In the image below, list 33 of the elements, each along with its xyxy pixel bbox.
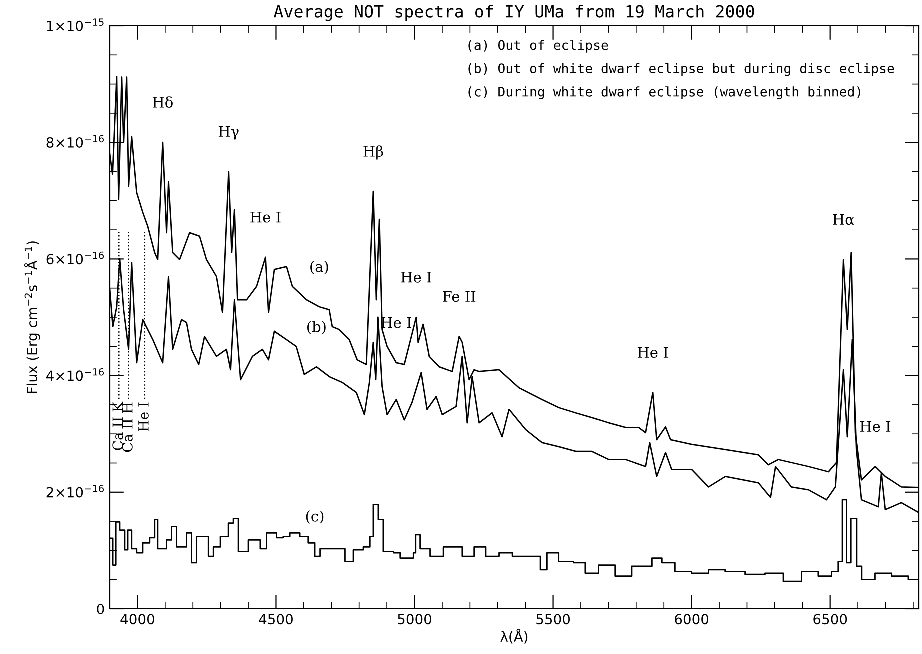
- annotation: Hβ: [364, 146, 384, 160]
- chart-title: Average NOT spectra of IY UMa from 19 March 2000: [274, 5, 754, 22]
- y-tick-label: 6×10$^{−16}$: [46, 252, 104, 265]
- annotation: Hγ: [218, 126, 239, 140]
- x-tick-label: 4500: [259, 614, 293, 625]
- annotation: Hα: [833, 214, 855, 226]
- annotation: (a): [310, 261, 328, 274]
- x-tick-label: 6000: [675, 614, 709, 625]
- annotation: Fe II: [443, 291, 476, 302]
- annotation: (a) Out of eclipse: [468, 40, 608, 53]
- x-tick-label: 4000: [120, 614, 154, 625]
- annotation: (b): [307, 321, 326, 334]
- annotation: (c): [306, 510, 324, 524]
- y-tick-label: 8×10$^{−16}$: [46, 135, 104, 148]
- x-tick-label: 5500: [536, 614, 570, 625]
- x-tick-label: 5000: [398, 614, 432, 625]
- annotation: Hδ: [152, 96, 173, 108]
- y-tick-label: 2×10$^{−16}$: [46, 485, 104, 498]
- annotation: He I: [638, 347, 668, 358]
- y-tick-label: 0: [97, 604, 104, 614]
- annotation: He I: [860, 421, 891, 432]
- ref-line-label: Ca II K: [112, 402, 124, 450]
- annotation: He I: [250, 212, 281, 223]
- x-tick-label: 6500: [814, 614, 848, 625]
- ref-line-label: He I: [138, 402, 149, 432]
- y-axis-title: Flux (Erg cm$^{−2}$s$^{−1}$Å$^{−1}$): [24, 242, 40, 394]
- x-axis-title: λ(Å): [500, 629, 528, 644]
- y-tick-label: 4×10$^{−16}$: [46, 368, 104, 382]
- ref-line-label: Ca II H: [122, 402, 133, 452]
- annotation: He I: [401, 272, 432, 283]
- annotation: (c) During white dwarf eclipse (wavelength binned): [468, 86, 860, 100]
- annotation: (b) Out of white dwarf eclipse but during disc eclipse: [468, 63, 894, 76]
- y-tick-label: 1×10$^{−15}$: [47, 18, 104, 32]
